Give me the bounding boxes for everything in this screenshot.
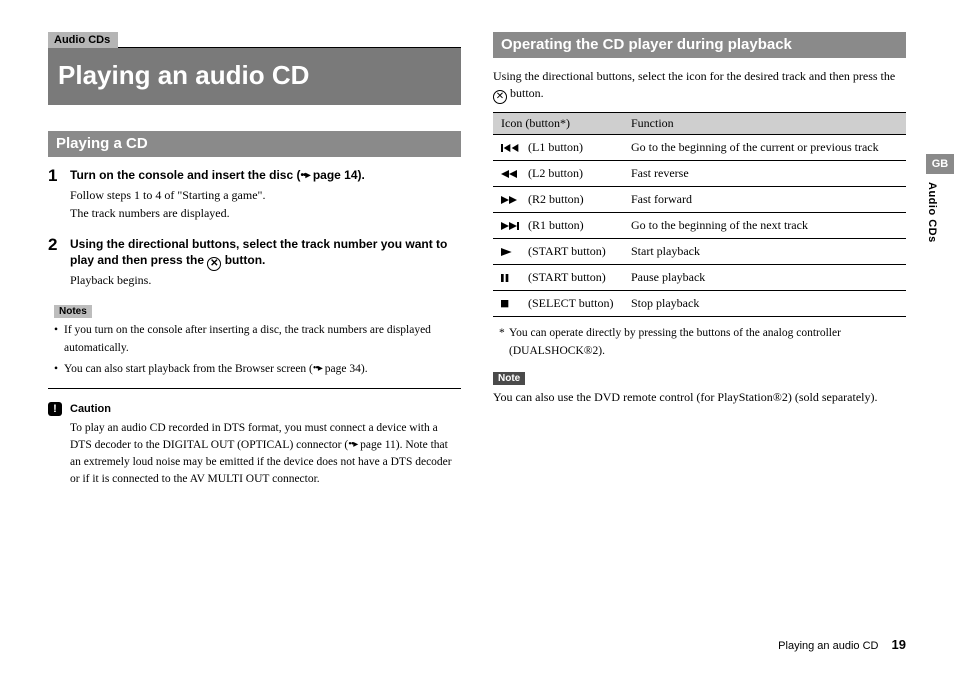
left-column: Audio CDs Playing an audio CD Playing a … [48, 32, 461, 489]
stop-icon [501, 297, 521, 308]
note-2-b: page 34). [322, 363, 368, 375]
x-button-icon: ✕ [493, 90, 507, 104]
section-playing-cd: Playing a CD [48, 131, 461, 157]
notes-label: Notes [54, 305, 92, 318]
table-row: (L1 button) Go to the beginning of the c… [493, 135, 906, 161]
th-function: Function [623, 113, 906, 135]
row-func: Go to the beginning of the next track [623, 213, 906, 239]
row-btn: (START button) [528, 244, 606, 258]
footer-title: Playing an audio CD [778, 640, 878, 652]
step-1-body-2: The track numbers are displayed. [70, 204, 461, 222]
section-operating: Operating the CD player during playback [493, 32, 906, 58]
step-2: 2 Using the directional buttons, select … [48, 236, 461, 290]
category-row: Audio CDs [48, 32, 461, 48]
table-row: (START button) Pause playback [493, 265, 906, 291]
pause-icon [501, 271, 521, 282]
row-btn: (SELECT button) [528, 296, 613, 310]
step-1-title: Turn on the console and insert the disc … [70, 167, 365, 184]
row-btn: (L2 button) [528, 166, 583, 180]
intro-a: Using the directional buttons, select th… [493, 69, 895, 83]
note-body: You can also use the DVD remote control … [493, 389, 906, 406]
category-tag: Audio CDs [48, 32, 118, 48]
step-1-title-a: Turn on the console and insert the disc … [70, 168, 300, 182]
controls-table: Icon (button*) Function (L1 button) Go t… [493, 112, 906, 317]
fast-reverse-icon [501, 167, 521, 178]
note-2: You can also start playback from the Bro… [54, 361, 461, 378]
row-func: Pause playback [623, 265, 906, 291]
step-2-title-b: button. [221, 253, 265, 267]
row-func: Stop playback [623, 291, 906, 317]
divider [48, 388, 461, 389]
row-btn: (R2 button) [528, 192, 584, 206]
notes-list: If you turn on the console after inserti… [54, 322, 461, 378]
step-1-body-1: Follow steps 1 to 4 of "Starting a game"… [70, 186, 461, 204]
ref-arrow-icon: ••▸ [348, 439, 357, 450]
table-row: (R1 button) Go to the beginning of the n… [493, 213, 906, 239]
table-row: (START button) Start playback [493, 239, 906, 265]
row-btn: (START button) [528, 270, 606, 284]
note-1: If you turn on the console after inserti… [54, 322, 461, 357]
step-1: 1 Turn on the console and insert the dis… [48, 167, 461, 222]
table-footnote: You can operate directly by pressing the… [499, 325, 906, 360]
row-func: Fast reverse [623, 161, 906, 187]
note-2-a: You can also start playback from the Bro… [64, 363, 313, 375]
step-1-number: 1 [48, 167, 62, 186]
step-2-body: Playback begins. [70, 271, 461, 289]
table-row: (SELECT button) Stop playback [493, 291, 906, 317]
row-func: Fast forward [623, 187, 906, 213]
right-column: Operating the CD player during playback … [493, 32, 906, 489]
table-row: (R2 button) Fast forward [493, 187, 906, 213]
table-row: (L2 button) Fast reverse [493, 161, 906, 187]
ref-arrow-icon: ••▸ [300, 170, 309, 181]
prev-track-icon [501, 141, 521, 152]
side-gb: GB [926, 154, 954, 174]
table-header-row: Icon (button*) Function [493, 113, 906, 135]
x-button-icon: ✕ [207, 257, 221, 271]
play-icon [501, 245, 521, 256]
intro-text: Using the directional buttons, select th… [493, 68, 906, 104]
note-label: Note [493, 372, 525, 385]
step-2-title: Using the directional buttons, select th… [70, 236, 461, 272]
page-footer: Playing an audio CD 19 [778, 637, 906, 652]
caution-icon: ! [48, 402, 62, 416]
category-underline [118, 32, 461, 48]
step-1-title-b: page 14). [310, 168, 365, 182]
caution-block: ! Caution To play an audio CD recorded i… [48, 401, 461, 489]
page-number: 19 [892, 637, 906, 652]
ref-arrow-icon: ••▸ [313, 363, 322, 374]
step-2-number: 2 [48, 236, 62, 255]
th-icon: Icon (button*) [493, 113, 623, 135]
caution-title: Caution [70, 401, 461, 418]
fast-forward-icon [501, 193, 521, 204]
row-func: Go to the beginning of the current or pr… [623, 135, 906, 161]
side-tab: GB Audio CDs [926, 154, 954, 243]
page-title: Playing an audio CD [48, 48, 461, 105]
intro-b: button. [507, 86, 544, 100]
row-btn: (L1 button) [528, 140, 583, 154]
row-func: Start playback [623, 239, 906, 265]
row-btn: (R1 button) [528, 218, 584, 232]
next-track-icon [501, 219, 521, 230]
side-section-label: Audio CDs [926, 174, 945, 243]
